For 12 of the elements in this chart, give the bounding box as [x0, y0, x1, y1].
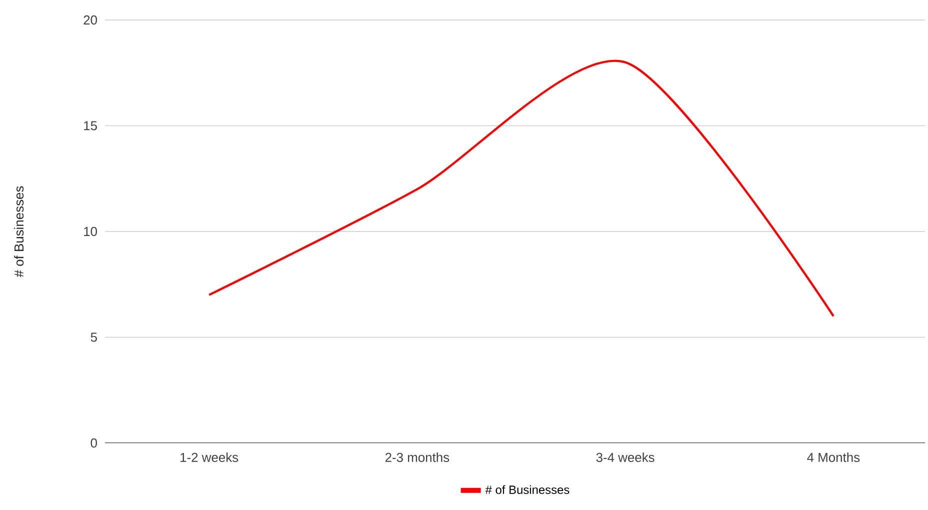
line-series — [208, 60, 835, 318]
y-tick-label: 15 — [84, 121, 97, 130]
y-tick-label: 20 — [84, 15, 97, 25]
y-tick-label: 10 — [84, 226, 97, 236]
x-tick-label: 2-3 months — [385, 452, 450, 462]
y-tick-label: 0 — [90, 438, 97, 448]
legend-label: # of Businesses — [485, 485, 570, 494]
x-tick-label: 3-4 weeks — [596, 452, 654, 462]
y-tick-label: 5 — [90, 332, 97, 342]
y-axis-title: # of Businesses — [14, 186, 24, 278]
x-tick-label: 4 Months — [807, 452, 860, 462]
x-tick-label: 1-2 weeks — [180, 452, 238, 462]
